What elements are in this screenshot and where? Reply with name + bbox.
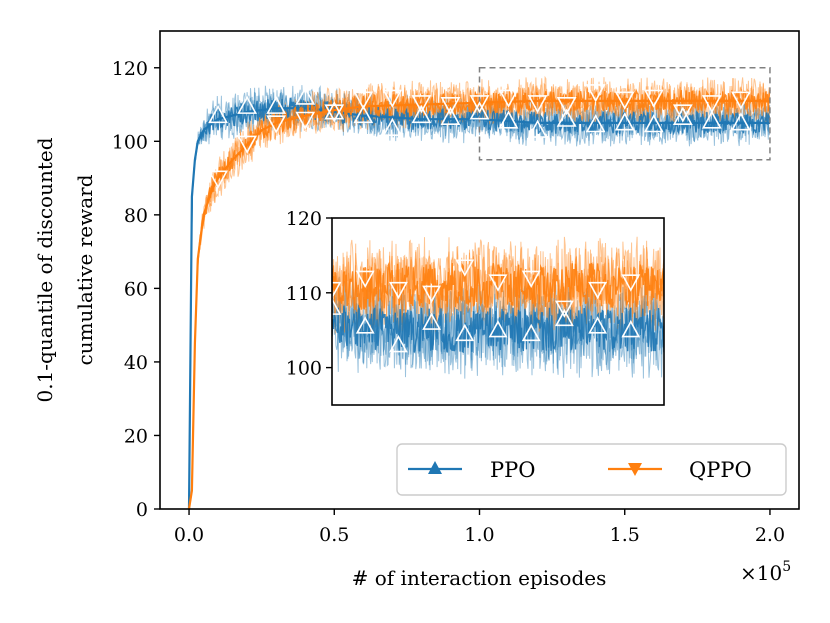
inset-qppo-marker: [332, 281, 342, 300]
inset-y-tick-label: 110: [286, 283, 322, 305]
qppo-marker: [527, 95, 548, 114]
inset-frame: [331, 217, 665, 406]
y-axis-ticks: 0 20 40 60 80 100 120: [112, 58, 160, 521]
ppo-marker: [614, 112, 635, 131]
inset-ppo-marker: [355, 316, 375, 334]
inset-ppo-marker: [388, 334, 408, 353]
ppo-marker: [440, 106, 461, 125]
x-axis-ticks: 0.0 0.5 1.0 1.5 2.0: [174, 509, 785, 546]
qppo-marker: [556, 96, 577, 116]
inset-ppo-marker: [422, 312, 442, 330]
ppo-marker: [324, 101, 345, 120]
ppo-marker: [237, 95, 258, 114]
ppo-marker: [643, 114, 664, 133]
ppo-marker: [411, 104, 432, 124]
inset-lines-group: [332, 261, 664, 354]
legend: PPO QPPO: [396, 443, 787, 496]
ppo-marker: [701, 110, 722, 129]
x-tick-label: 1.5: [610, 524, 640, 546]
qppo-marker: [295, 111, 316, 130]
inset-qppo-marker: [621, 274, 641, 292]
inset-markers-group: [332, 259, 641, 353]
inset-ppo-noise-trace-2: [332, 285, 664, 370]
inset-qppo-marker: [521, 270, 541, 289]
ppo-marker: [353, 104, 374, 124]
y-axis-label-line2: cumulative reward: [73, 174, 97, 365]
qppo-marker: [324, 104, 345, 123]
legend-ppo-marker: [428, 461, 442, 474]
ppo-marker: [527, 119, 548, 138]
qppo-marker: [353, 91, 374, 110]
qppo-marker: [208, 170, 228, 189]
qppo-marker: [614, 91, 635, 110]
inset-qppo-marker: [422, 285, 442, 303]
qppo-marker: [237, 135, 258, 154]
inset-y-tick-label: 100: [286, 358, 322, 380]
inset-ppo-marker: [554, 308, 574, 327]
qppo-marker: [585, 84, 606, 103]
ppo-marker: [731, 112, 751, 131]
ppo-marker: [295, 86, 316, 105]
inset-ppo-marker: [332, 297, 342, 315]
inset-ppo-marker: [521, 323, 541, 342]
qppo-marker: [643, 89, 664, 108]
inset-qppo-marker: [388, 281, 408, 300]
legend-qppo-marker: [628, 463, 642, 476]
x-tick-label: 0.0: [174, 524, 204, 546]
legend-qppo-label: QPPO: [689, 458, 752, 482]
qppo-marker: [672, 104, 693, 123]
y-axis-label-group: 0.1-quantile of discounted cumulative re…: [33, 137, 97, 402]
x-tick-label: 0.5: [319, 524, 349, 546]
qppo-marker: [731, 91, 751, 110]
markers-group: [208, 84, 751, 189]
zoom-region-rect: [478, 67, 771, 161]
ppo-marker: [266, 95, 287, 114]
inset-ppo-main-trace: [332, 305, 664, 354]
inset-ppo-marker: [588, 316, 608, 334]
inset-qppo-marker: [554, 300, 574, 318]
inset-qppo-marker: [488, 274, 508, 292]
inset-ppo-marker: [455, 323, 475, 342]
inset-y-tick-label: 120: [286, 208, 322, 230]
qppo-marker: [440, 96, 461, 116]
inset-qppo-marker: [355, 270, 375, 289]
x-axis-scale-label: ×105: [740, 559, 791, 585]
qppo-marker: [498, 89, 519, 108]
inset-ppo-marker: [488, 320, 508, 338]
legend-ppo-label: PPO: [490, 458, 535, 482]
ppo-marker: [498, 110, 519, 129]
y-tick-label: 100: [112, 131, 148, 153]
inset-y-axis-ticks: 100 110 120: [286, 208, 332, 380]
y-tick-label: 40: [124, 352, 148, 374]
y-tick-label: 60: [124, 278, 148, 300]
ppo-marker: [208, 104, 228, 124]
x-tick-label: 2.0: [755, 524, 785, 546]
qppo-marker: [469, 95, 490, 114]
zoom-box-group: [478, 67, 771, 161]
ppo-marker: [469, 101, 490, 120]
legend-box: [396, 443, 787, 496]
y-tick-label: 20: [124, 425, 148, 447]
qppo-marker: [411, 95, 432, 114]
ppo-marker: [556, 108, 577, 127]
ppo-marker: [585, 114, 606, 133]
x-tick-label: 1.0: [464, 524, 494, 546]
y-axis-label-line1: 0.1-quantile of discounted: [33, 137, 57, 402]
ppo-marker: [672, 106, 693, 125]
inset-qppo-main-trace: [332, 261, 664, 310]
ppo-marker: [382, 117, 403, 136]
inset-qppo-marker: [588, 281, 608, 300]
inset-qppo-marker: [455, 259, 475, 277]
qppo-marker: [266, 115, 287, 134]
y-tick-label: 0: [136, 499, 148, 521]
y-tick-label: 120: [112, 58, 148, 80]
qppo-marker: [701, 95, 722, 114]
inset-ppo-marker: [621, 320, 641, 338]
x-axis-label: # of interaction episodes: [352, 566, 607, 590]
y-tick-label: 80: [124, 205, 148, 227]
qppo-marker: [382, 89, 403, 108]
